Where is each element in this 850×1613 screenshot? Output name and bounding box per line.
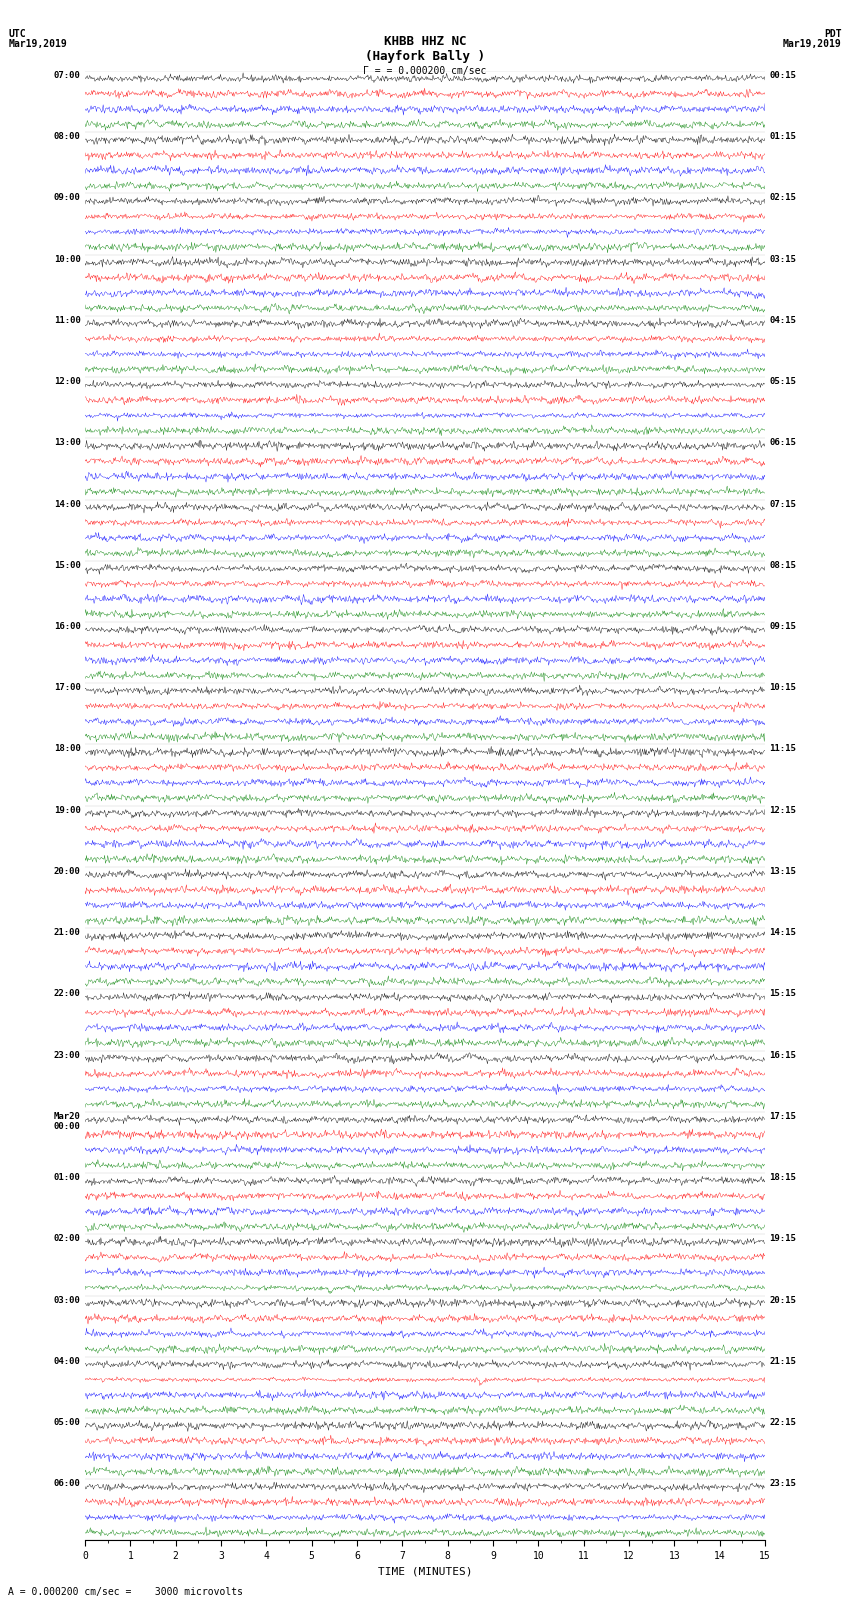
Text: A = 0.000200 cm/sec =    3000 microvolts: A = 0.000200 cm/sec = 3000 microvolts <box>8 1587 243 1597</box>
Text: 23:15: 23:15 <box>769 1479 796 1489</box>
Text: 11:00: 11:00 <box>54 316 81 324</box>
Text: 18:15: 18:15 <box>769 1173 796 1182</box>
Text: Mar19,2019: Mar19,2019 <box>8 39 67 48</box>
Text: 21:00: 21:00 <box>54 927 81 937</box>
Text: 17:00: 17:00 <box>54 684 81 692</box>
Text: 22:00: 22:00 <box>54 989 81 998</box>
Text: 13:15: 13:15 <box>769 866 796 876</box>
Text: 08:00: 08:00 <box>54 132 81 142</box>
Text: 05:15: 05:15 <box>769 377 796 386</box>
Text: 08:15: 08:15 <box>769 561 796 569</box>
Text: 23:00: 23:00 <box>54 1050 81 1060</box>
Text: 15:15: 15:15 <box>769 989 796 998</box>
Text: 03:00: 03:00 <box>54 1295 81 1305</box>
Text: 10:15: 10:15 <box>769 684 796 692</box>
Text: 12:00: 12:00 <box>54 377 81 386</box>
Text: 02:15: 02:15 <box>769 194 796 202</box>
Text: 16:15: 16:15 <box>769 1050 796 1060</box>
Text: 00:15: 00:15 <box>769 71 796 81</box>
Text: 19:00: 19:00 <box>54 806 81 815</box>
Text: 15:00: 15:00 <box>54 561 81 569</box>
Text: 05:00: 05:00 <box>54 1418 81 1428</box>
Text: 07:15: 07:15 <box>769 500 796 508</box>
Text: 04:00: 04:00 <box>54 1357 81 1366</box>
Text: Mar19,2019: Mar19,2019 <box>783 39 842 48</box>
Text: 20:15: 20:15 <box>769 1295 796 1305</box>
X-axis label: TIME (MINUTES): TIME (MINUTES) <box>377 1566 473 1576</box>
Text: 09:15: 09:15 <box>769 623 796 631</box>
Text: 01:15: 01:15 <box>769 132 796 142</box>
Text: 21:15: 21:15 <box>769 1357 796 1366</box>
Text: 06:15: 06:15 <box>769 439 796 447</box>
Text: 10:00: 10:00 <box>54 255 81 263</box>
Text: 14:15: 14:15 <box>769 927 796 937</box>
Text: 03:15: 03:15 <box>769 255 796 263</box>
Text: Γ = = 0.000200 cm/sec: Γ = = 0.000200 cm/sec <box>363 66 487 76</box>
Text: 12:15: 12:15 <box>769 806 796 815</box>
Text: 17:15: 17:15 <box>769 1111 796 1121</box>
Text: 16:00: 16:00 <box>54 623 81 631</box>
Text: 07:00: 07:00 <box>54 71 81 81</box>
Text: 22:15: 22:15 <box>769 1418 796 1428</box>
Text: 04:15: 04:15 <box>769 316 796 324</box>
Text: PDT: PDT <box>824 29 842 39</box>
Text: 06:00: 06:00 <box>54 1479 81 1489</box>
Text: UTC: UTC <box>8 29 26 39</box>
Text: 11:15: 11:15 <box>769 745 796 753</box>
Text: KHBB HHZ NC: KHBB HHZ NC <box>383 35 467 48</box>
Text: 18:00: 18:00 <box>54 745 81 753</box>
Text: 20:00: 20:00 <box>54 866 81 876</box>
Text: 09:00: 09:00 <box>54 194 81 202</box>
Text: 13:00: 13:00 <box>54 439 81 447</box>
Text: 01:00: 01:00 <box>54 1173 81 1182</box>
Text: 14:00: 14:00 <box>54 500 81 508</box>
Text: 02:00: 02:00 <box>54 1234 81 1244</box>
Text: (Hayfork Bally ): (Hayfork Bally ) <box>365 50 485 63</box>
Text: 19:15: 19:15 <box>769 1234 796 1244</box>
Text: Mar20
00:00: Mar20 00:00 <box>54 1111 81 1131</box>
